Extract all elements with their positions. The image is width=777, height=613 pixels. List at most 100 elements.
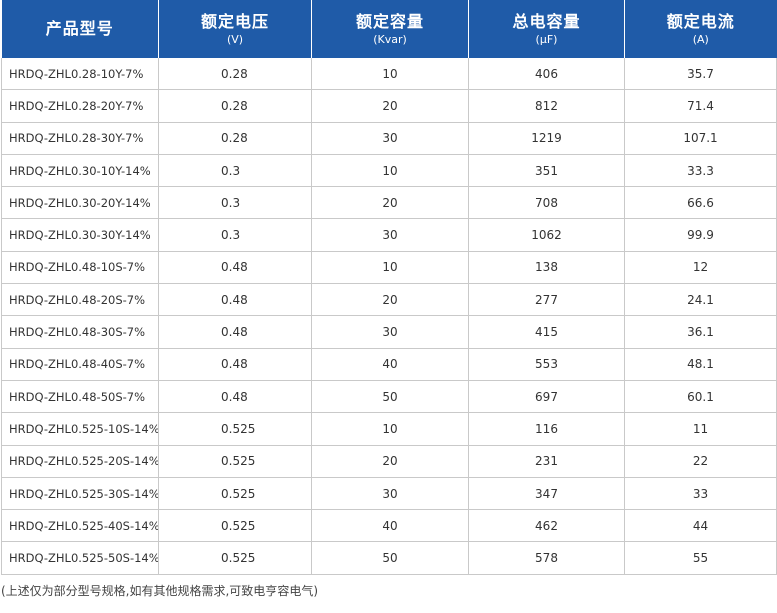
model-cell: HRDQ-ZHL0.48-10S-7% xyxy=(1,251,159,285)
capacity-cell: 10 xyxy=(311,251,469,285)
current-cell: 99.9 xyxy=(624,218,777,252)
model-cell: HRDQ-ZHL0.28-30Y-7% xyxy=(1,122,159,155)
voltage-cell: 0.3 xyxy=(158,218,312,252)
capacity-cell: 30 xyxy=(311,477,469,511)
model-cell: HRDQ-ZHL0.48-20S-7% xyxy=(1,283,159,317)
header-total-capacitance-unit: (μF) xyxy=(535,32,558,46)
table-row: HRDQ-ZHL0.48-40S-7% 0.48 40 553 48.1 xyxy=(1,348,777,381)
voltage-cell: 0.48 xyxy=(158,283,312,317)
capacitance-cell: 462 xyxy=(468,509,625,543)
capacitance-cell: 1062 xyxy=(468,218,625,252)
capacitance-cell: 351 xyxy=(468,154,625,188)
voltage-cell: 0.28 xyxy=(158,122,312,155)
voltage-cell: 0.48 xyxy=(158,315,312,349)
capacitance-cell: 277 xyxy=(468,283,625,317)
current-cell: 24.1 xyxy=(624,283,777,317)
header-rated-voltage: 额定电压 (V) xyxy=(158,0,312,58)
capacitance-cell: 697 xyxy=(468,380,625,414)
header-rated-capacity-unit: (Kvar) xyxy=(373,32,407,46)
header-row: 产品型号 额定电压 (V) 额定容量 (Kvar) 总电容量 (μF) 额定电流… xyxy=(1,0,777,58)
capacity-cell: 30 xyxy=(311,315,469,349)
model-cell: HRDQ-ZHL0.30-30Y-14% xyxy=(1,218,159,252)
current-cell: 66.6 xyxy=(624,186,777,220)
capacitance-cell: 406 xyxy=(468,58,625,91)
capacitance-cell: 415 xyxy=(468,315,625,349)
current-cell: 71.4 xyxy=(624,89,777,123)
current-cell: 44 xyxy=(624,509,777,543)
capacity-cell: 20 xyxy=(311,283,469,317)
current-cell: 48.1 xyxy=(624,348,777,381)
header-rated-voltage-unit: (V) xyxy=(226,32,244,46)
capacitance-cell: 138 xyxy=(468,251,625,285)
header-rated-capacity-label: 额定容量 xyxy=(355,11,424,31)
table-row: HRDQ-ZHL0.48-20S-7% 0.48 20 277 24.1 xyxy=(1,283,777,317)
capacity-cell: 40 xyxy=(311,348,469,381)
voltage-cell: 0.48 xyxy=(158,348,312,381)
voltage-cell: 0.525 xyxy=(158,541,312,575)
header-total-capacitance: 总电容量 (μF) xyxy=(468,0,625,58)
capacity-cell: 50 xyxy=(311,380,469,414)
current-cell: 12 xyxy=(624,251,777,285)
header-rated-capacity: 额定容量 (Kvar) xyxy=(311,0,469,58)
table-row: HRDQ-ZHL0.48-30S-7% 0.48 30 415 36.1 xyxy=(1,315,777,349)
header-model: 产品型号 xyxy=(1,0,159,58)
capacitance-cell: 708 xyxy=(468,186,625,220)
current-cell: 60.1 xyxy=(624,380,777,414)
voltage-cell: 0.3 xyxy=(158,154,312,188)
capacitance-cell: 578 xyxy=(468,541,625,575)
capacity-cell: 20 xyxy=(311,89,469,123)
footnote: (上述仅为部分型号规格,如有其他规格需求,可致电亨容电气) xyxy=(1,584,318,598)
capacity-cell: 50 xyxy=(311,541,469,575)
model-cell: HRDQ-ZHL0.525-10S-14% xyxy=(1,412,159,446)
table-header: 产品型号 额定电压 (V) 额定容量 (Kvar) 总电容量 (μF) 额定电流… xyxy=(1,0,777,58)
current-cell: 33.3 xyxy=(624,154,777,188)
table-row: HRDQ-ZHL0.525-50S-14% 0.525 50 578 55 xyxy=(1,541,777,575)
voltage-cell: 0.48 xyxy=(158,251,312,285)
current-cell: 11 xyxy=(624,412,777,446)
capacity-cell: 20 xyxy=(311,445,469,478)
model-cell: HRDQ-ZHL0.525-40S-14% xyxy=(1,509,159,543)
capacity-cell: 10 xyxy=(311,58,469,91)
model-cell: HRDQ-ZHL0.525-50S-14% xyxy=(1,541,159,575)
table-row: HRDQ-ZHL0.525-20S-14% 0.525 20 231 22 xyxy=(1,445,777,478)
table-row: HRDQ-ZHL0.28-10Y-7% 0.28 10 406 35.7 xyxy=(1,58,777,91)
voltage-cell: 0.28 xyxy=(158,58,312,91)
current-cell: 35.7 xyxy=(624,58,777,91)
table-row: HRDQ-ZHL0.525-10S-14% 0.525 10 116 11 xyxy=(1,412,777,446)
spec-table: 产品型号 额定电压 (V) 额定容量 (Kvar) 总电容量 (μF) 额定电流… xyxy=(1,0,777,575)
table-row: HRDQ-ZHL0.28-20Y-7% 0.28 20 812 71.4 xyxy=(1,89,777,123)
voltage-cell: 0.525 xyxy=(158,509,312,543)
capacitance-cell: 116 xyxy=(468,412,625,446)
header-model-label: 产品型号 xyxy=(45,19,114,38)
header-rated-current-unit: (A) xyxy=(692,32,709,46)
current-cell: 107.1 xyxy=(624,122,777,155)
current-cell: 36.1 xyxy=(624,315,777,349)
spec-table-container: 产品型号 额定电压 (V) 额定容量 (Kvar) 总电容量 (μF) 额定电流… xyxy=(1,0,777,575)
model-cell: HRDQ-ZHL0.525-20S-14% xyxy=(1,445,159,478)
table-row: HRDQ-ZHL0.30-10Y-14% 0.3 10 351 33.3 xyxy=(1,154,777,188)
table-row: HRDQ-ZHL0.525-30S-14% 0.525 30 347 33 xyxy=(1,477,777,511)
capacitance-cell: 347 xyxy=(468,477,625,511)
table-row: HRDQ-ZHL0.525-40S-14% 0.525 40 462 44 xyxy=(1,509,777,543)
table-body: HRDQ-ZHL0.28-10Y-7% 0.28 10 406 35.7 HRDQ-ZHL… xyxy=(1,58,777,575)
model-cell: HRDQ-ZHL0.30-10Y-14% xyxy=(1,154,159,188)
voltage-cell: 0.525 xyxy=(158,445,312,478)
capacity-cell: 10 xyxy=(311,412,469,446)
voltage-cell: 0.525 xyxy=(158,477,312,511)
capacity-cell: 30 xyxy=(311,122,469,155)
model-cell: HRDQ-ZHL0.48-40S-7% xyxy=(1,348,159,381)
model-cell: HRDQ-ZHL0.28-20Y-7% xyxy=(1,89,159,123)
voltage-cell: 0.3 xyxy=(158,186,312,220)
capacitance-cell: 553 xyxy=(468,348,625,381)
header-rated-current: 额定电流 (A) xyxy=(624,0,777,58)
table-row: HRDQ-ZHL0.48-50S-7% 0.48 50 697 60.1 xyxy=(1,380,777,414)
capacitance-cell: 812 xyxy=(468,89,625,123)
table-row: HRDQ-ZHL0.30-20Y-14% 0.3 20 708 66.6 xyxy=(1,186,777,220)
table-row: HRDQ-ZHL0.30-30Y-14% 0.3 30 1062 99.9 xyxy=(1,218,777,252)
header-rated-voltage-label: 额定电压 xyxy=(200,11,269,31)
voltage-cell: 0.525 xyxy=(158,412,312,446)
header-total-capacitance-label: 总电容量 xyxy=(512,11,581,31)
capacity-cell: 20 xyxy=(311,186,469,220)
table-row: HRDQ-ZHL0.48-10S-7% 0.48 10 138 12 xyxy=(1,251,777,285)
table-row: HRDQ-ZHL0.28-30Y-7% 0.28 30 1219 107.1 xyxy=(1,122,777,155)
